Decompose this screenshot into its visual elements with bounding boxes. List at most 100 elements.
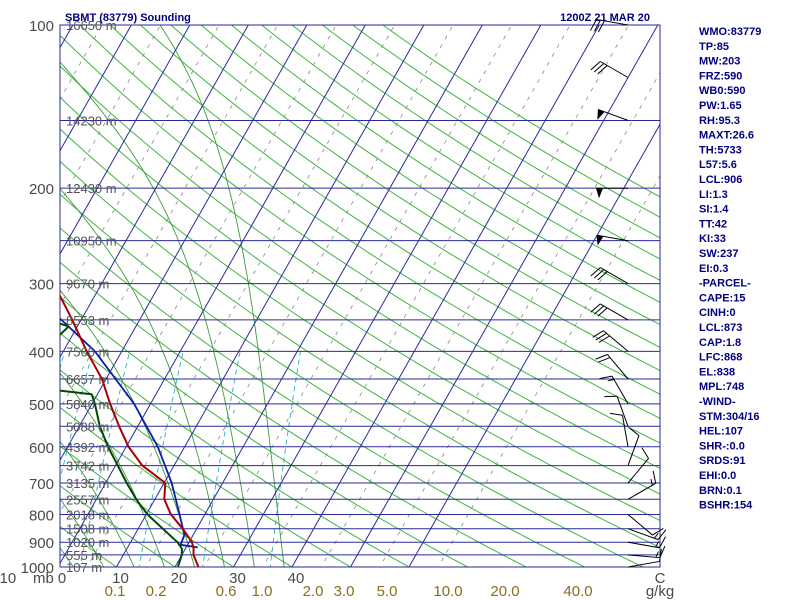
wind-barb bbox=[627, 427, 640, 466]
height-label: 4392 m bbox=[66, 440, 109, 455]
wind-barb bbox=[627, 545, 666, 559]
mixing-ratio-line bbox=[269, 351, 301, 567]
wind-barb-full bbox=[652, 470, 657, 484]
sounding-index-item: MPL:748 bbox=[699, 381, 744, 393]
wind-barb bbox=[604, 395, 629, 427]
wind-barb-staff bbox=[600, 267, 629, 285]
dry-adiabat bbox=[60, 34, 660, 444]
isotherm-line bbox=[408, 123, 660, 567]
dry-adiabat bbox=[60, 525, 118, 567]
mixing-ratio-label: 1.0 bbox=[252, 583, 273, 600]
wind-barb-full bbox=[628, 427, 640, 436]
dry-adiabat bbox=[0, 13, 74, 579]
sounding-index-item: SI:1.4 bbox=[699, 204, 729, 216]
pressure-tick-label: 100 bbox=[29, 18, 54, 35]
dry-adiabat bbox=[0, 13, 15, 579]
wind-barb-half bbox=[650, 479, 653, 486]
dashed-grid-lines bbox=[60, 25, 660, 567]
height-label: 12430 m bbox=[66, 181, 117, 196]
pressure-tick-label: 500 bbox=[29, 397, 54, 414]
wind-barb-full bbox=[597, 65, 608, 75]
wind-barb-full bbox=[657, 529, 667, 540]
sounding-index-item: TT:42 bbox=[699, 218, 727, 230]
dry-adiabat bbox=[260, 25, 660, 281]
sounding-index-item: SHR-:0.0 bbox=[699, 440, 745, 452]
dry-adiabat bbox=[60, 261, 528, 567]
wind-barb-full bbox=[593, 19, 601, 32]
sounding-index-item: EL:838 bbox=[699, 366, 735, 378]
height-label: 2018 m bbox=[66, 508, 109, 523]
dashed-guide-line bbox=[60, 25, 220, 307]
dashed-guide-line bbox=[262, 25, 571, 567]
dashed-guide-line bbox=[203, 25, 513, 567]
wind-barb bbox=[596, 187, 628, 199]
pressure-tick-label: 1000 bbox=[21, 560, 54, 577]
wind-barb-staff bbox=[607, 354, 629, 380]
wind-barb-pennant bbox=[596, 188, 603, 199]
mixing-ratio-lines bbox=[0, 351, 301, 578]
dry-adiabat bbox=[60, 369, 352, 567]
sounding-index-item: LI:1.3 bbox=[699, 189, 728, 201]
dashed-guide-line bbox=[379, 71, 660, 567]
height-label: 5840 m bbox=[66, 397, 109, 412]
sounding-index-item: TH:5733 bbox=[699, 144, 742, 156]
wind-barb bbox=[597, 108, 629, 121]
height-label: 7560 m bbox=[66, 344, 109, 359]
wind-barb-full bbox=[590, 61, 601, 71]
wind-barb-staff bbox=[627, 554, 660, 559]
wind-barb-half bbox=[607, 379, 615, 382]
height-label: 9670 m bbox=[66, 277, 109, 292]
moist-adiabat bbox=[159, 25, 285, 567]
dewpoint-line bbox=[60, 322, 183, 567]
sounding-index-item: CAP:1.8 bbox=[699, 337, 741, 349]
wind-barb bbox=[627, 514, 664, 536]
wind-barb-half bbox=[653, 533, 659, 539]
dashed-guide-line bbox=[320, 25, 630, 567]
isobars bbox=[60, 25, 660, 567]
pressure-tick-label: 300 bbox=[29, 277, 54, 294]
dashed-guide-line bbox=[86, 25, 396, 567]
temperature-tick-label: 0 bbox=[58, 570, 66, 587]
dry-adiabat bbox=[139, 25, 660, 372]
isotherm-line bbox=[60, 25, 191, 255]
wind-barb-staff bbox=[600, 61, 629, 78]
wind-barb-full bbox=[641, 447, 649, 459]
wind-barb-full bbox=[590, 19, 597, 31]
wind-barb-staff bbox=[627, 528, 659, 541]
dry-adiabat bbox=[60, 406, 293, 567]
sounding-index-item: RH:95.3 bbox=[699, 115, 740, 127]
mixing-ratio-line bbox=[0, 351, 19, 578]
sounding-index-item: -WIND- bbox=[699, 396, 736, 408]
wind-barb-staff bbox=[600, 303, 629, 321]
wind-barb-full bbox=[593, 305, 605, 315]
wind-barb-staff bbox=[627, 514, 653, 536]
sounding-index-item: L57:5.6 bbox=[699, 159, 737, 171]
pressure-tick-label: 800 bbox=[29, 508, 54, 525]
mixing-ratio-label: 40.0 bbox=[563, 583, 592, 600]
wind-barb-staff bbox=[627, 482, 656, 500]
moist-adiabat bbox=[60, 188, 225, 567]
dry-adiabat bbox=[79, 25, 660, 419]
height-label: 2557 m bbox=[66, 492, 109, 507]
sounding-index-item: EHI:0.0 bbox=[699, 470, 736, 482]
wind-barb-pennant bbox=[597, 109, 605, 120]
sounding-index-item: BRN:0.1 bbox=[699, 485, 742, 497]
dry-adiabat bbox=[60, 160, 660, 548]
wind-barb bbox=[590, 61, 629, 78]
plot-frame bbox=[59, 24, 661, 568]
sounding-indices-panel: WMO:83779 TP:85 MW:203 FRZ:590 WB0:590 PW:1.6… bbox=[699, 26, 761, 512]
wind-barb bbox=[595, 354, 629, 380]
sounding-index-item: LCL:906 bbox=[699, 174, 742, 186]
wind-barb-full bbox=[659, 545, 666, 558]
wind-barb-staff bbox=[627, 560, 660, 568]
wind-barb-full bbox=[595, 332, 607, 341]
dry-adiabat bbox=[60, 96, 660, 495]
isotherm-line bbox=[0, 25, 14, 578]
sounding-profiles bbox=[60, 293, 200, 567]
wind-barb bbox=[590, 267, 629, 285]
dry-adiabat bbox=[60, 296, 469, 567]
moist-adiabat bbox=[0, 197, 22, 578]
wind-barb bbox=[627, 470, 657, 500]
wind-barb-full bbox=[595, 354, 608, 360]
wind-barb-staff bbox=[627, 541, 660, 549]
